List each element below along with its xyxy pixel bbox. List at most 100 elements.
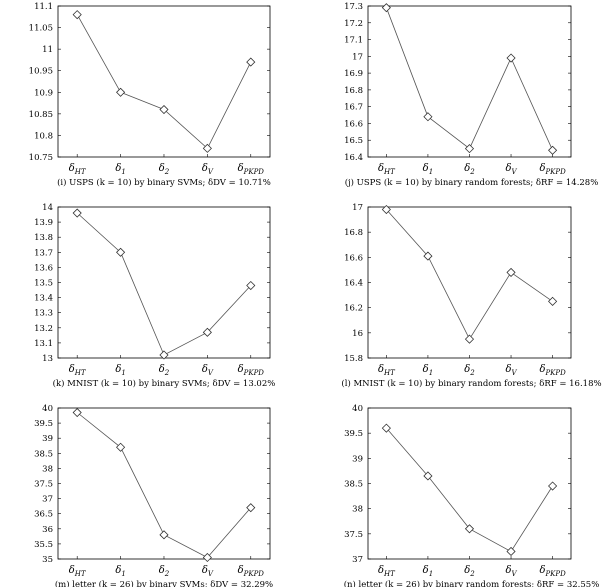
series-line <box>76 14 252 150</box>
chart-panel-i: 10.75 10.8 10.85 10.9 10.95 11 11.05 11.1 δHT δ1 δ… <box>29 2 271 188</box>
chart-panel-k: 13 13.1 13.2 13.3 13.4 13.5 13.6 13.7 13.8 13.9 14… <box>34 203 275 389</box>
data-point-diamond <box>72 10 82 20</box>
data-point-diamond <box>548 145 558 155</box>
y-tick-label: 35.5 <box>34 540 53 550</box>
y-tick-label: 39 <box>352 454 363 464</box>
y-tick-label: 16.4 <box>344 279 363 289</box>
data-point-diamond <box>202 327 212 337</box>
data-point-diamond <box>548 296 558 306</box>
chart-panel-l: 15.8 16 16.2 16.4 16.6 16.8 17 δHT δ1 δ2 δV δPKPD(l… <box>341 203 601 389</box>
x-tick-label: δ1 <box>423 364 434 377</box>
y-tick-label: 16.7 <box>344 103 363 113</box>
x-tick-label: δV <box>202 364 214 377</box>
y-tick-label: 10.75 <box>29 153 53 163</box>
y-tick-label: 39.5 <box>344 429 363 439</box>
x-tick-label: δ1 <box>423 565 434 578</box>
y-tick-label: 37.5 <box>344 530 363 540</box>
y-tick-label: 38.5 <box>34 449 53 459</box>
y-tick-label: 10.8 <box>34 131 53 141</box>
x-tick-label: δPKPD <box>539 565 566 578</box>
chart-panel-n: 37 37.5 38 38.5 39 39.5 40 δHT δ1 δ2 δV δPKPD(n) le… <box>344 404 600 587</box>
y-tick-label: 16.2 <box>344 304 363 314</box>
data-point-diamond <box>506 53 516 63</box>
y-tick-label: 16.8 <box>344 86 363 96</box>
y-tick-label: 35 <box>42 555 53 565</box>
x-tick-label: δHT <box>378 163 396 176</box>
chart-caption: (j) USPS (k = 10) by binary random fores… <box>345 177 599 188</box>
x-tick-label: δ2 <box>159 364 170 377</box>
data-point-diamond <box>381 204 391 215</box>
x-tick-label: δPKPD <box>539 163 566 176</box>
data-point-diamond <box>116 87 126 97</box>
y-tick-label: 10.9 <box>34 88 53 98</box>
y-tick-label: 14 <box>42 203 53 213</box>
data-point-diamond <box>381 423 391 433</box>
x-tick-label: δ2 <box>464 364 475 377</box>
x-tick-label: δHT <box>69 163 87 176</box>
y-tick-label: 13.2 <box>34 324 53 334</box>
y-tick-label: 10.85 <box>29 110 53 120</box>
y-tick-label: 17.2 <box>344 19 363 29</box>
data-point-diamond <box>159 530 169 540</box>
plot-frame <box>57 5 271 158</box>
x-tick-label: δPKPD <box>238 364 265 377</box>
data-point-diamond <box>72 407 82 418</box>
x-tick-label: δ1 <box>115 565 126 578</box>
data-point-diamond <box>202 552 212 563</box>
x-tick-label: δHT <box>378 364 396 377</box>
data-point-diamond <box>506 546 516 557</box>
y-tick-label: 40 <box>352 404 363 414</box>
y-tick-label: 17 <box>352 52 363 62</box>
x-tick-label: δ1 <box>115 364 126 377</box>
y-tick-label: 38.5 <box>344 480 363 490</box>
x-tick-label: δ2 <box>159 565 170 578</box>
series-line <box>386 7 553 151</box>
x-tick-label: δ1 <box>423 163 434 176</box>
plot-frame <box>367 5 572 158</box>
y-tick-label: 13.3 <box>34 309 53 319</box>
series-line <box>76 212 252 356</box>
data-point-diamond <box>548 481 558 491</box>
chart-caption: (i) USPS (k = 10) by binary SVMs; δDV = … <box>57 177 271 188</box>
data-point-diamond <box>246 503 256 513</box>
x-tick-label: δV <box>202 565 214 578</box>
data-point-diamond <box>464 144 475 154</box>
y-tick-label: 17 <box>352 203 363 213</box>
data-point-diamond <box>381 3 391 13</box>
x-tick-label: δHT <box>69 364 87 377</box>
x-tick-label: δV <box>505 163 517 176</box>
data-point-diamond <box>116 442 126 452</box>
y-tick-label: 38 <box>352 505 363 515</box>
x-tick-label: δ2 <box>464 565 475 578</box>
y-tick-label: 13.8 <box>34 233 53 243</box>
chart-caption: (m) letter (k = 26) by binary SVMs; δDV … <box>55 579 273 587</box>
x-tick-label: δV <box>505 364 517 377</box>
data-point-diamond <box>464 334 475 344</box>
y-tick-label: 16.5 <box>344 136 363 146</box>
y-tick-label: 11.1 <box>34 2 53 12</box>
y-tick-label: 39 <box>42 434 53 444</box>
chart-caption: (k) MNIST (k = 10) by binary SVMs; δDV =… <box>53 378 276 389</box>
x-tick-label: δV <box>505 565 517 578</box>
y-tick-label: 16.6 <box>344 119 363 129</box>
x-tick-label: δHT <box>378 565 396 578</box>
x-tick-label: δ1 <box>115 163 126 176</box>
y-tick-label: 36 <box>42 525 53 535</box>
x-tick-label: δ2 <box>159 163 170 176</box>
y-tick-label: 13.6 <box>34 263 53 273</box>
y-tick-label: 17.1 <box>344 36 363 46</box>
y-tick-label: 16 <box>352 329 363 339</box>
y-tick-label: 13.1 <box>34 339 53 349</box>
chart-caption: (n) letter (k = 26) by binary random for… <box>344 579 600 587</box>
y-tick-label: 11 <box>42 45 53 55</box>
y-tick-label: 11.05 <box>29 24 53 34</box>
y-tick-label: 10.95 <box>29 67 53 77</box>
y-tick-label: 39.5 <box>34 419 53 429</box>
y-tick-label: 16.9 <box>344 69 363 79</box>
y-tick-label: 13.4 <box>34 294 53 304</box>
series-line <box>386 209 553 340</box>
y-tick-label: 15.8 <box>344 354 363 364</box>
data-point-diamond <box>246 57 256 67</box>
chart-panel-j: 16.4 16.5 16.6 16.7 16.8 16.9 17 17.1 17.2 17.3 δH… <box>344 2 598 188</box>
plot-frame <box>57 206 271 359</box>
